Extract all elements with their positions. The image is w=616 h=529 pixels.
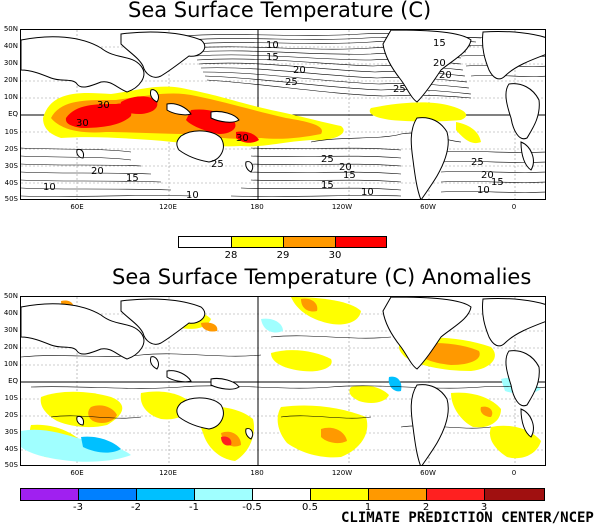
contour-label: 10: [477, 185, 490, 196]
bottom-colorbar-label: 1: [364, 502, 372, 513]
top-colorbar-swatch: [335, 236, 387, 248]
lon-label: 0: [511, 469, 517, 477]
lon-label: 180: [250, 469, 264, 477]
bottom-colorbar-swatch: [484, 488, 545, 501]
bottom-colorbar-swatch: [368, 488, 427, 501]
contour-label: 25: [285, 77, 298, 88]
lat-label: 20S: [4, 411, 18, 419]
bottom-map-title: Sea Surface Temperature (C) Anomalies: [112, 265, 532, 289]
lat-label: 10N: [3, 360, 18, 368]
contour-label: 30: [97, 100, 110, 111]
lat-label: 40N: [3, 42, 18, 50]
bottom-colorbar-swatch: [310, 488, 369, 501]
contour-label: 20: [339, 162, 352, 173]
contour-label: 30: [76, 118, 89, 129]
lat-label: 20S: [4, 145, 18, 153]
contour-label: 15: [343, 170, 356, 181]
contour-label: 20: [293, 65, 306, 76]
lat-label: 50S: [4, 195, 18, 203]
lat-label: 30S: [4, 428, 18, 436]
bottom-colorbar-label: 2: [422, 502, 430, 513]
contour-label: 20: [481, 170, 494, 181]
bottom-colorbar-swatch: [20, 488, 79, 501]
lon-label: 60W: [420, 203, 436, 211]
top-map-canvas: 10 15 20 25 30 30 30 25 20 15 10 15 20 2…: [21, 30, 545, 200]
lon-label: 120W: [331, 469, 353, 477]
lat-label: 50N: [3, 25, 18, 33]
contour-label: 10: [266, 40, 279, 51]
bottom-colorbar-label: -0.5: [242, 502, 262, 513]
lon-label: 60W: [420, 469, 436, 477]
top-colorbar-label: 28: [224, 250, 238, 261]
lat-label: 10S: [4, 128, 18, 136]
top-sst-map: 10 15 20 25 30 30 30 25 20 15 10 15 20 2…: [20, 29, 546, 200]
contour-label: 10: [361, 187, 374, 198]
lat-label: 40N: [3, 309, 18, 317]
bottom-colorbar-label: -3: [73, 502, 83, 513]
lat-label: 30N: [3, 59, 18, 67]
bottom-colorbar-swatch: [194, 488, 253, 501]
lat-label: EQ: [8, 110, 18, 118]
contour-label: 30: [236, 133, 249, 144]
contour-label: 15: [266, 52, 279, 63]
contour-label: 10: [43, 182, 56, 193]
lon-label: 60E: [70, 469, 84, 477]
contour-label: 10: [186, 190, 199, 200]
contour-label: 20: [439, 70, 452, 81]
bottom-map-contours: [21, 335, 545, 429]
contour-label: 15: [321, 180, 334, 191]
bottom-colorbar-swatch: [78, 488, 137, 501]
top-map-contour-labels: 10 15 20 25 30 30 30 25 20 15 10 15 20 2…: [43, 38, 504, 200]
top-colorbar-swatch: [178, 236, 232, 248]
contour-label: 15: [433, 38, 446, 49]
top-map-title: Sea Surface Temperature (C): [128, 0, 432, 22]
bottom-colorbar-swatch: [252, 488, 311, 501]
bottom-colorbar-swatch: [136, 488, 195, 501]
lat-label: 40S: [4, 445, 18, 453]
contour-label: 25: [471, 157, 484, 168]
lon-label: 120E: [159, 203, 177, 211]
bottom-colorbar-swatch: [426, 488, 485, 501]
lat-label: 50S: [4, 461, 18, 469]
top-colorbar-label: 30: [328, 250, 342, 261]
lat-label: 20N: [3, 343, 18, 351]
bottom-sst-anomaly-map: [20, 296, 546, 466]
top-colorbar-swatch: [231, 236, 284, 248]
top-colorbar-swatch: [283, 236, 336, 248]
contour-label: 25: [393, 84, 406, 95]
warm-pool-fill: [43, 86, 481, 147]
top-colorbar-label: 29: [276, 250, 290, 261]
bottom-map-canvas: [21, 297, 545, 465]
bottom-colorbar-label: -1: [189, 502, 199, 513]
lon-label: 0: [511, 203, 517, 211]
credit-text: CLIMATE PREDICTION CENTER/NCEP: [341, 510, 594, 526]
lat-label: 30N: [3, 326, 18, 334]
top-map-land: [21, 30, 545, 199]
contour-label: 25: [321, 154, 334, 165]
lat-label: 30S: [4, 162, 18, 170]
contour-label: 20: [433, 58, 446, 69]
contour-label: 15: [126, 173, 139, 184]
lon-label: 60E: [70, 203, 84, 211]
bottom-colorbar-label: 3: [480, 502, 488, 513]
contour-label: 20: [91, 166, 104, 177]
lat-label: 50N: [3, 292, 18, 300]
contour-label: 15: [491, 177, 504, 188]
bottom-colorbar-label: 0.5: [302, 502, 318, 513]
lon-label: 180: [250, 203, 264, 211]
lon-label: 120W: [331, 203, 353, 211]
lat-label: 40S: [4, 179, 18, 187]
bottom-map-land: [21, 297, 545, 465]
lon-label: 120E: [159, 469, 177, 477]
bottom-colorbar-label: -2: [131, 502, 141, 513]
lat-label: 10N: [3, 93, 18, 101]
lat-label: 20N: [3, 76, 18, 84]
contour-label: 25: [211, 159, 224, 170]
lat-label: EQ: [8, 377, 18, 385]
lat-label: 10S: [4, 394, 18, 402]
